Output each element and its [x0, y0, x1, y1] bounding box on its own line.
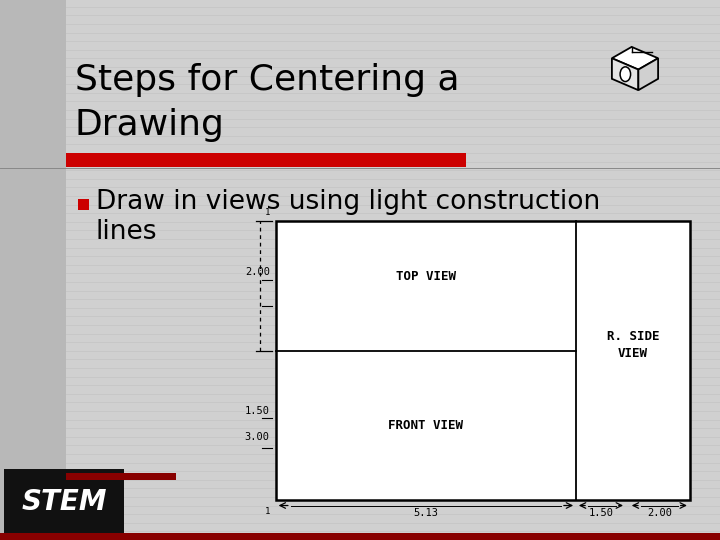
Text: lines: lines — [96, 219, 158, 245]
Text: Drawing: Drawing — [75, 108, 225, 142]
Bar — [78, 199, 89, 210]
Bar — [0, 0, 66, 540]
Bar — [0, 533, 720, 540]
Bar — [66, 153, 466, 167]
Text: 1.50: 1.50 — [245, 406, 270, 416]
Bar — [276, 221, 690, 500]
Text: FRONT VIEW: FRONT VIEW — [388, 418, 464, 432]
Text: 5.13: 5.13 — [413, 508, 438, 517]
Text: TOP VIEW: TOP VIEW — [396, 269, 456, 283]
Bar — [4, 469, 124, 534]
Text: 1: 1 — [264, 208, 270, 218]
Text: Steps for Centering a: Steps for Centering a — [75, 63, 459, 97]
Polygon shape — [639, 58, 658, 90]
Text: 2.00: 2.00 — [245, 267, 270, 277]
Text: 1: 1 — [264, 508, 270, 516]
Text: R. SIDE
VIEW: R. SIDE VIEW — [607, 330, 659, 361]
Bar — [66, 473, 176, 480]
Text: STEM: STEM — [22, 488, 107, 516]
Ellipse shape — [620, 67, 631, 82]
Text: 2.00: 2.00 — [647, 508, 672, 517]
Text: 3.00: 3.00 — [245, 432, 270, 442]
Polygon shape — [612, 47, 658, 70]
Polygon shape — [612, 58, 639, 90]
Text: 1.50: 1.50 — [588, 508, 613, 517]
Text: Draw in views using light construction: Draw in views using light construction — [96, 189, 600, 215]
